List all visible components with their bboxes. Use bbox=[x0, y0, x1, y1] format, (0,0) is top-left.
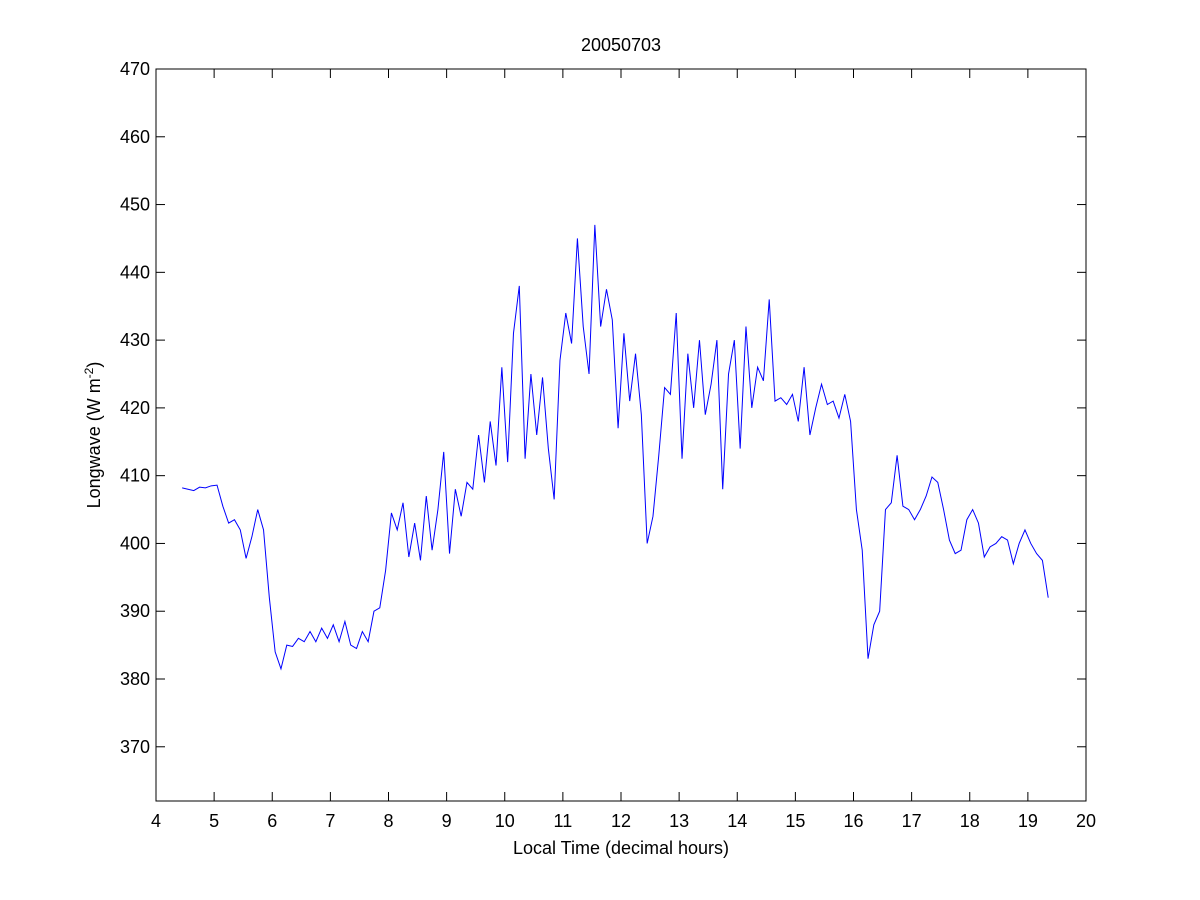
y-tick-label: 440 bbox=[120, 262, 150, 282]
y-tick-label: 460 bbox=[120, 127, 150, 147]
x-tick-label: 12 bbox=[611, 811, 631, 831]
x-tick-label: 6 bbox=[267, 811, 277, 831]
y-axis-label: Longwave (W m-2) bbox=[82, 362, 104, 509]
x-tick-label: 9 bbox=[442, 811, 452, 831]
x-tick-label: 20 bbox=[1076, 811, 1096, 831]
y-tick-label: 450 bbox=[120, 195, 150, 215]
x-tick-label: 19 bbox=[1018, 811, 1038, 831]
x-tick-label: 5 bbox=[209, 811, 219, 831]
y-tick-label: 410 bbox=[120, 466, 150, 486]
x-tick-label: 14 bbox=[727, 811, 747, 831]
y-tick-label: 400 bbox=[120, 533, 150, 553]
x-tick-label: 17 bbox=[902, 811, 922, 831]
y-tick-label: 390 bbox=[120, 601, 150, 621]
x-tick-label: 15 bbox=[785, 811, 805, 831]
y-tick-label: 380 bbox=[120, 669, 150, 689]
y-axis-label-suffix: ) bbox=[84, 362, 104, 368]
y-tick-label: 430 bbox=[120, 330, 150, 350]
plot-frame bbox=[155, 68, 1087, 802]
y-tick-label: 470 bbox=[120, 59, 150, 79]
x-tick-label: 16 bbox=[843, 811, 863, 831]
y-axis-label-superscript: -2 bbox=[82, 367, 96, 378]
x-tick-label: 8 bbox=[383, 811, 393, 831]
x-tick-label: 13 bbox=[669, 811, 689, 831]
x-tick-label: 10 bbox=[495, 811, 515, 831]
x-tick-label: 4 bbox=[151, 811, 161, 831]
y-axis-label-text: Longwave (W m bbox=[84, 378, 104, 508]
x-tick-label: 18 bbox=[960, 811, 980, 831]
data-line bbox=[182, 224, 1049, 671]
y-tick-label: 370 bbox=[120, 737, 150, 757]
x-tick-label: 11 bbox=[554, 811, 573, 831]
y-tick-label: 420 bbox=[120, 398, 150, 418]
chart-title: 20050703 bbox=[581, 35, 661, 55]
x-tick-label: 7 bbox=[325, 811, 335, 831]
x-axis-label: Local Time (decimal hours) bbox=[513, 838, 729, 858]
